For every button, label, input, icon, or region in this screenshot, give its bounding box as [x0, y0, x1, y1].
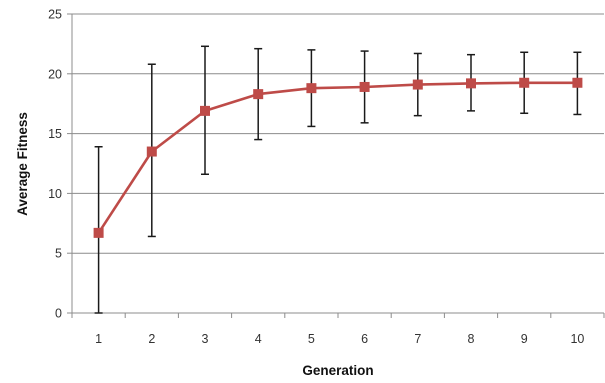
series-layer: [93, 77, 583, 238]
x-tick-label: 6: [361, 332, 368, 346]
x-tick-label: 9: [521, 332, 528, 346]
x-tick-label: 5: [308, 332, 315, 346]
y-tick-label: 5: [55, 247, 62, 261]
x-tick-label: 4: [255, 332, 262, 346]
x-tick-label: 8: [468, 332, 475, 346]
x-tick-label: 2: [148, 332, 155, 346]
y-tick-label: 25: [48, 8, 62, 22]
y-tick-label: 15: [48, 127, 62, 141]
axis-layer: [67, 13, 605, 318]
data-point-marker: [412, 79, 423, 90]
data-point-marker: [466, 78, 476, 89]
series-line: [97, 81, 578, 234]
data-point-marker: [359, 81, 370, 92]
data-point-marker: [572, 77, 583, 88]
data-point-marker: [306, 83, 317, 94]
label-layer: 0 5 10 15 20 25 1 2 3 4 5 6 7 8 9 10: [48, 8, 584, 347]
y-tick-label: 20: [48, 67, 62, 81]
x-tick-label: 3: [202, 332, 209, 346]
data-point-marker: [253, 89, 264, 100]
data-point-marker: [519, 77, 530, 88]
error-bar-layer: [94, 45, 582, 314]
x-tick-label: 7: [414, 332, 421, 346]
y-tick-label: 0: [55, 307, 62, 321]
y-tick-label: 10: [48, 187, 62, 201]
x-tick-label: 1: [95, 332, 102, 346]
data-point-marker: [200, 105, 210, 116]
x-axis-title: Generation: [302, 363, 373, 378]
data-point-marker: [93, 227, 104, 238]
grid-layer: [72, 13, 604, 254]
data-point-marker: [146, 146, 157, 157]
x-tick-label: 10: [570, 332, 584, 346]
y-axis-title: Average Fitness: [15, 112, 30, 216]
